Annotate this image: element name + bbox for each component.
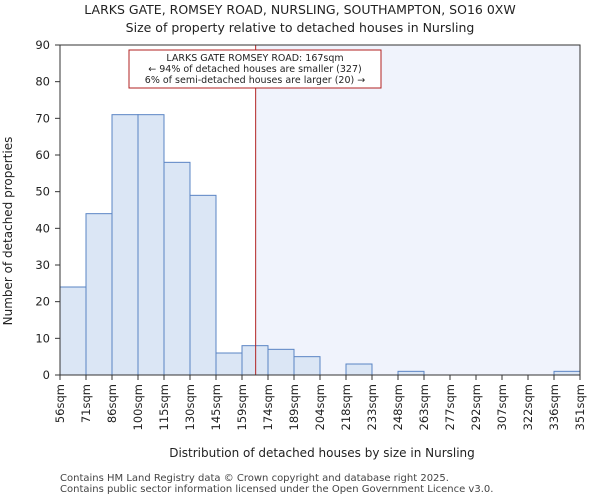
bar-189sqm <box>293 356 321 376</box>
bar-56sqm <box>59 286 87 376</box>
y-tick-label: 30 <box>35 258 50 272</box>
x-tick-label: 233sqm <box>365 384 379 430</box>
bar-174sqm <box>267 348 295 376</box>
x-tick-label: 56sqm <box>53 384 67 423</box>
x-axis-label: Distribution of detached houses by size … <box>169 446 475 460</box>
bar-115sqm <box>163 161 191 376</box>
y-tick-label: 90 <box>35 38 50 52</box>
y-tick-label: 10 <box>35 331 50 345</box>
y-tick-label: 70 <box>35 111 50 125</box>
x-tick-label: 307sqm <box>495 384 509 430</box>
annotation-box <box>128 49 382 89</box>
x-tick-label: 159sqm <box>235 384 249 430</box>
annotation-line-1: LARKS GATE ROMSEY ROAD: 167sqm <box>166 53 343 64</box>
x-tick-label: 145sqm <box>209 384 223 430</box>
footer-line-1: Contains HM Land Registry data © Crown c… <box>60 473 449 484</box>
bar-100sqm <box>137 114 165 376</box>
x-tick-label: 218sqm <box>339 384 353 430</box>
y-tick-label: 40 <box>35 221 50 235</box>
y-tick-label: 60 <box>35 148 50 162</box>
x-tick-label: 115sqm <box>157 384 171 430</box>
bar-159sqm <box>241 345 269 376</box>
x-tick-label: 86sqm <box>105 384 119 423</box>
bar-71sqm <box>85 213 113 376</box>
bar-336sqm <box>553 370 581 376</box>
bar-130sqm <box>189 194 217 376</box>
x-tick-label: 204sqm <box>313 384 327 430</box>
footer: Contains HM Land Registry data © Crown c… <box>60 473 493 495</box>
x-axis: 56sqm 71sqm 86sqm 100sqm 115sqm 130sqm 145sqm 1… <box>53 375 587 430</box>
x-tick-label: 292sqm <box>469 384 483 430</box>
bar-86sqm <box>111 114 139 376</box>
x-tick-label: 189sqm <box>287 384 301 430</box>
y-tick-label: 0 <box>43 368 50 382</box>
chart-subtitle: Size of property relative to detached ho… <box>126 20 475 35</box>
plot-area: 0 10 20 30 40 50 60 70 80 90 56sqm 71sqm 86sqm 100sq… <box>35 38 587 430</box>
x-tick-label: 336sqm <box>547 384 561 430</box>
x-tick-label: 277sqm <box>443 384 457 430</box>
y-tick-label: 80 <box>35 75 50 89</box>
annotation-line-2: ← 94% of detached houses are smaller (32… <box>148 64 361 75</box>
chart-title: LARKS GATE, ROMSEY ROAD, NURSLING, SOUTH… <box>84 2 515 17</box>
x-tick-label: 351sqm <box>573 384 587 430</box>
marker-annotation: LARKS GATE ROMSEY ROAD: 167sqm ← 94% of … <box>128 49 382 89</box>
bars <box>59 114 581 376</box>
x-tick-label: 71sqm <box>79 384 93 423</box>
annotation-line-3: 6% of semi-detached houses are larger (2… <box>145 75 365 86</box>
y-tick-label: 50 <box>35 185 50 199</box>
bar-145sqm <box>215 352 243 376</box>
x-tick-label: 174sqm <box>261 384 275 430</box>
bar-248sqm <box>397 370 425 376</box>
y-axis-label: Number of detached properties <box>1 137 15 326</box>
x-tick-label: 248sqm <box>391 384 405 430</box>
x-tick-label: 263sqm <box>417 384 431 430</box>
x-tick-label: 130sqm <box>183 384 197 430</box>
footer-line-2: Contains public sector information licen… <box>60 484 494 495</box>
y-axis: 0 10 20 30 40 50 60 70 80 90 <box>35 38 60 382</box>
x-tick-label: 100sqm <box>131 384 145 430</box>
larger-region-background <box>255 45 580 375</box>
bar-218sqm <box>345 363 373 376</box>
y-tick-label: 20 <box>35 295 50 309</box>
x-tick-label: 322sqm <box>521 384 535 430</box>
